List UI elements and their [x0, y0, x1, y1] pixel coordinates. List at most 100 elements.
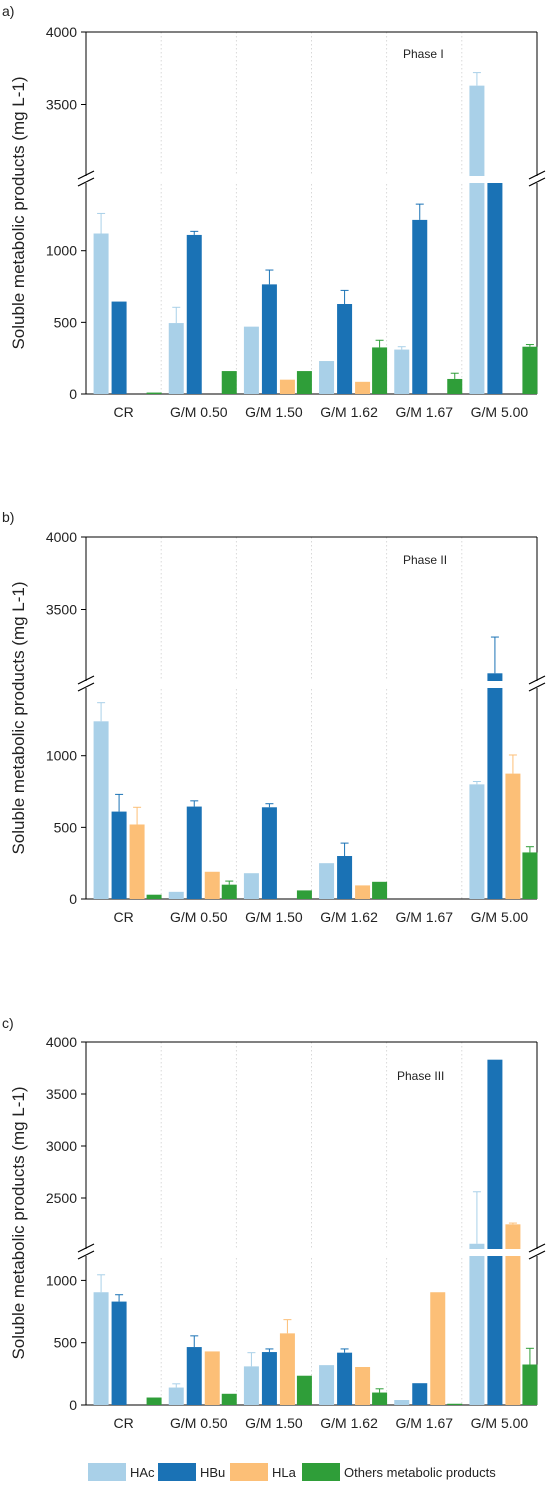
y-tick-label: 0	[69, 891, 77, 907]
bar-hbu	[186, 234, 202, 394]
legend-swatch-hbu	[158, 1463, 196, 1481]
legend: HAc HBu HLa Others metabolic products	[88, 1463, 496, 1481]
bar-others	[296, 890, 312, 899]
x-tick-label: G/M 5.00	[471, 909, 529, 925]
bar-others	[447, 1403, 463, 1405]
bar-hbu	[186, 806, 202, 899]
x-tick-label: G/M 0.50	[170, 909, 228, 925]
y-tick-label: 2500	[46, 1190, 77, 1206]
bar-hbu	[261, 807, 277, 899]
axis-break-mark	[528, 170, 546, 180]
panel-a: a) Phase I Soluble metabolic products (m…	[2, 3, 547, 420]
bar-hbu	[337, 856, 353, 899]
y-axis-title: Soluble metabolic products (mg L-1)	[9, 581, 28, 854]
bar-hla	[204, 1351, 220, 1405]
legend-label: HLa	[272, 1465, 297, 1480]
axis-break-gap	[76, 176, 547, 183]
y-axis-title: Soluble metabolic products (mg L-1)	[9, 1086, 28, 1359]
legend-swatch-hla	[230, 1463, 268, 1481]
legend-swatch-hac	[88, 1463, 126, 1481]
bar-hla	[129, 824, 145, 899]
x-tick-label: G/M 5.00	[471, 404, 529, 420]
bar-others	[372, 1392, 388, 1405]
bar-hbu	[412, 219, 428, 394]
panel-b: b) Phase II Soluble metabolic products (…	[2, 509, 547, 925]
axis-break-mark	[528, 675, 546, 685]
y-tick-label: 1000	[46, 1272, 77, 1288]
panel-letter: a)	[2, 3, 14, 19]
y-tick-label: 4000	[46, 529, 77, 545]
y-tick-label: 4000	[46, 1034, 77, 1050]
axis-break-gap	[76, 1249, 547, 1256]
bar-hac	[319, 361, 335, 394]
x-tick-label: CR	[113, 909, 133, 925]
bar-others	[296, 371, 312, 394]
bar-hac	[469, 784, 485, 899]
y-tick-label: 1000	[46, 748, 77, 764]
bar-hac	[319, 863, 335, 899]
bar-others	[522, 346, 538, 394]
axis-break-gap	[76, 681, 547, 688]
bar-others	[146, 894, 162, 899]
bar-others	[221, 371, 237, 394]
x-tick-label: G/M 1.62	[320, 404, 378, 420]
x-tick-label: G/M 1.67	[395, 404, 453, 420]
bar-others	[447, 378, 463, 394]
y-tick-label: 1000	[46, 243, 77, 259]
bar-hac	[168, 891, 184, 899]
legend-label: HAc	[130, 1465, 155, 1480]
bar-hla	[430, 1292, 446, 1405]
x-tick-label: G/M 5.00	[471, 1415, 529, 1431]
y-tick-label: 0	[69, 386, 77, 402]
bar-hbu	[261, 1352, 277, 1405]
y-tick-label: 500	[54, 819, 78, 835]
bar-others	[221, 1393, 237, 1405]
bar-others	[146, 1397, 162, 1405]
bar-hac	[469, 85, 485, 395]
bar-hac	[243, 326, 259, 394]
phase-label: Phase I	[403, 47, 444, 61]
bar-hbu	[261, 284, 277, 394]
x-tick-label: G/M 0.50	[170, 1415, 228, 1431]
bar-hbu	[337, 304, 353, 394]
x-tick-label: CR	[113, 404, 133, 420]
y-tick-label: 3500	[46, 1086, 77, 1102]
axis-break-mark	[77, 177, 95, 187]
x-tick-label: G/M 1.62	[320, 909, 378, 925]
legend-label: HBu	[200, 1465, 225, 1480]
axis-break-mark	[528, 682, 546, 692]
panel-c: c) Phase III Soluble metabolic products …	[2, 1015, 547, 1431]
bar-hla	[355, 1366, 371, 1405]
bar-hac	[168, 1387, 184, 1405]
bar-hbu	[111, 811, 127, 899]
bar-hac	[93, 1292, 109, 1405]
bar-hla	[279, 1333, 295, 1405]
bar-others	[296, 1375, 312, 1405]
y-tick-label: 500	[54, 1335, 78, 1351]
x-tick-label: CR	[113, 1415, 133, 1431]
bar-hac	[168, 323, 184, 394]
bar-hla	[355, 885, 371, 899]
bar-hbu	[487, 1059, 503, 1405]
bar-others	[146, 392, 162, 394]
bar-hac	[394, 1400, 410, 1405]
x-tick-label: G/M 1.50	[245, 404, 303, 420]
bar-hac	[243, 873, 259, 899]
x-tick-label: G/M 1.50	[245, 1415, 303, 1431]
y-tick-label: 3000	[46, 1138, 77, 1154]
phase-label: Phase III	[397, 1069, 444, 1083]
y-axis-title: Soluble metabolic products (mg L-1)	[9, 76, 28, 349]
legend-label: Others metabolic products	[344, 1465, 496, 1480]
y-tick-label: 3500	[46, 602, 77, 618]
bar-others	[372, 347, 388, 394]
axis-break-mark	[528, 1243, 546, 1253]
bar-hla	[355, 381, 371, 394]
axis-break-mark	[77, 170, 95, 180]
bar-hbu	[111, 301, 127, 394]
bar-hbu	[337, 1352, 353, 1405]
legend-swatch-others	[302, 1463, 340, 1481]
y-tick-label: 500	[54, 314, 78, 330]
bar-hbu	[487, 179, 503, 394]
bar-others	[522, 852, 538, 899]
bar-others	[372, 881, 388, 899]
